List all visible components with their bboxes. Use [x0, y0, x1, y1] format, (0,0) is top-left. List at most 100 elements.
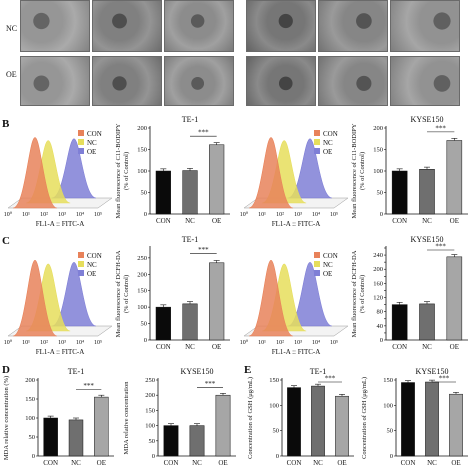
histogram-con: [248, 260, 294, 337]
x-tick-label: OE: [450, 217, 459, 225]
y-tick-label: 100: [383, 402, 393, 409]
legend-label-nc: NC: [87, 139, 97, 147]
y-tick-label: 0: [380, 337, 383, 344]
legend-swatch-con: [314, 130, 320, 136]
bar-con: [391, 170, 408, 215]
y-tick-label: 50: [141, 190, 148, 197]
y-axis-label: Mean fluorescence of DCFH-DA: [351, 250, 358, 337]
legend-label-con: CON: [87, 252, 102, 260]
x-axis-label: FL1-A :: FITC-A: [272, 348, 321, 356]
y-axis-label: Mean fluorescence of C11-BODIPY: [351, 123, 358, 218]
y-tick-label: 50: [387, 428, 394, 435]
bar-chart-b-kyse150: KYSE150 Mean fluorescence of C11-BODIPY (%…: [351, 115, 468, 225]
x-tick-label: 10⁴: [312, 340, 320, 346]
legend-label-oe: OE: [323, 270, 332, 278]
y-axis-label: Mean fluorescence of C11-BODIPY: [115, 123, 122, 218]
em-micrograph: [20, 56, 90, 106]
bar-oe: [94, 396, 109, 457]
bar-nc: [419, 303, 435, 341]
x-tick-label: 10¹: [258, 212, 266, 218]
y-tick-label: 0: [144, 211, 147, 218]
legend-label-nc: NC: [323, 139, 333, 147]
y-tick-label: 0: [144, 337, 147, 344]
bar-nc: [182, 303, 198, 341]
bar-oe: [215, 394, 231, 457]
histogram-oe: [51, 262, 97, 327]
x-axis-label: FL1-A :: FITC-A: [36, 348, 85, 356]
bar-nc: [311, 385, 325, 457]
y-axis-label: MDA relative concentration (%): [3, 376, 10, 460]
y-axis-label: (% of Control): [359, 275, 366, 313]
x-tick-label: CON: [156, 217, 171, 225]
y-tick-label: 100: [269, 402, 279, 409]
bar-nc: [419, 169, 435, 215]
chart-title: TE-1: [182, 235, 198, 244]
x-tick-label: NC: [313, 459, 323, 467]
bar-nc: [189, 425, 205, 457]
x-tick-label: 10⁵: [330, 212, 338, 218]
x-axis-label: FL1-A :: FITC-A: [272, 220, 321, 228]
x-tick-label: 10¹: [22, 212, 30, 218]
x-tick-label: CON: [43, 459, 58, 467]
x-tick-label: 10²: [40, 212, 48, 218]
y-axis-label: MDA relative concentration: [123, 381, 130, 455]
em-micrograph: [92, 56, 162, 106]
em-micrograph: [92, 0, 162, 52]
legend-swatch-nc: [78, 139, 84, 145]
significance-label: ***: [439, 375, 450, 383]
x-tick-label: OE: [218, 459, 227, 467]
y-tick-label: 150: [383, 377, 393, 384]
x-tick-label: 10¹: [22, 340, 30, 346]
x-tick-label: 10⁴: [312, 212, 320, 218]
y-tick-label: 100: [137, 168, 147, 175]
x-tick-label: 10³: [294, 340, 302, 346]
em-micrograph: [164, 0, 234, 52]
x-tick-label: 10⁵: [94, 212, 102, 218]
y-axis-label: Concentration of GSH (μg/mL): [361, 377, 368, 459]
y-tick-label: 150: [137, 288, 147, 295]
bar-nc: [182, 170, 198, 215]
legend-swatch-con: [78, 252, 84, 258]
y-tick-label: 0: [390, 453, 393, 460]
x-tick-label: 10²: [40, 340, 48, 346]
significance-label: ***: [198, 129, 209, 137]
significance-label: ***: [198, 246, 209, 254]
em-micrograph: [164, 56, 234, 106]
bar-chart-c-te1: TE-1 Mean fluorescence of DCFH-DA (% of Co…: [115, 235, 230, 351]
y-tick-label: 150: [145, 407, 155, 414]
legend-label-nc: NC: [87, 261, 97, 269]
histogram-oe: [287, 138, 333, 199]
chart-title: TE-1: [310, 367, 326, 376]
y-tick-label: 160: [373, 280, 383, 287]
x-tick-label: NC: [422, 217, 432, 225]
bar-oe: [209, 262, 225, 341]
x-tick-label: CON: [287, 459, 302, 467]
row-label-oe: OE: [6, 70, 17, 79]
legend-label-oe: OE: [87, 148, 96, 156]
em-micrograph: [246, 56, 316, 106]
y-tick-label: 150: [137, 147, 147, 154]
x-tick-label: OE: [97, 459, 106, 467]
bar-chart-e-te1: TE-1 Concentration of GSH (μg/mL) 0 50 100 15…: [247, 367, 354, 467]
x-tick-label: 10⁰: [240, 211, 249, 218]
x-tick-label: 10³: [58, 212, 66, 218]
bar-chart-c-kyse150: KYSE150 Mean fluorescence of DCFH-DA (% of…: [351, 235, 468, 351]
y-tick-label: 100: [137, 304, 147, 311]
legend-label-nc: NC: [323, 261, 333, 269]
bar-nc: [68, 419, 84, 457]
bar-chart-e-kyse150: KYSE150 Concentration of GSH (μg/mL) 0 50 10…: [361, 367, 468, 467]
y-tick-label: 50: [141, 321, 148, 328]
significance-label: ***: [325, 375, 336, 383]
x-tick-label: 10⁰: [4, 339, 13, 346]
bar-con: [155, 306, 171, 341]
x-tick-label: 10³: [294, 212, 302, 218]
x-tick-label: 10²: [276, 212, 284, 218]
legend-label-con: CON: [323, 252, 338, 260]
chart-title: KYSE150: [181, 367, 214, 376]
y-tick-label: 50: [149, 438, 156, 445]
x-tick-label: NC: [185, 343, 195, 351]
panel-label-c: C: [2, 235, 10, 247]
x-tick-label: NC: [192, 459, 202, 467]
